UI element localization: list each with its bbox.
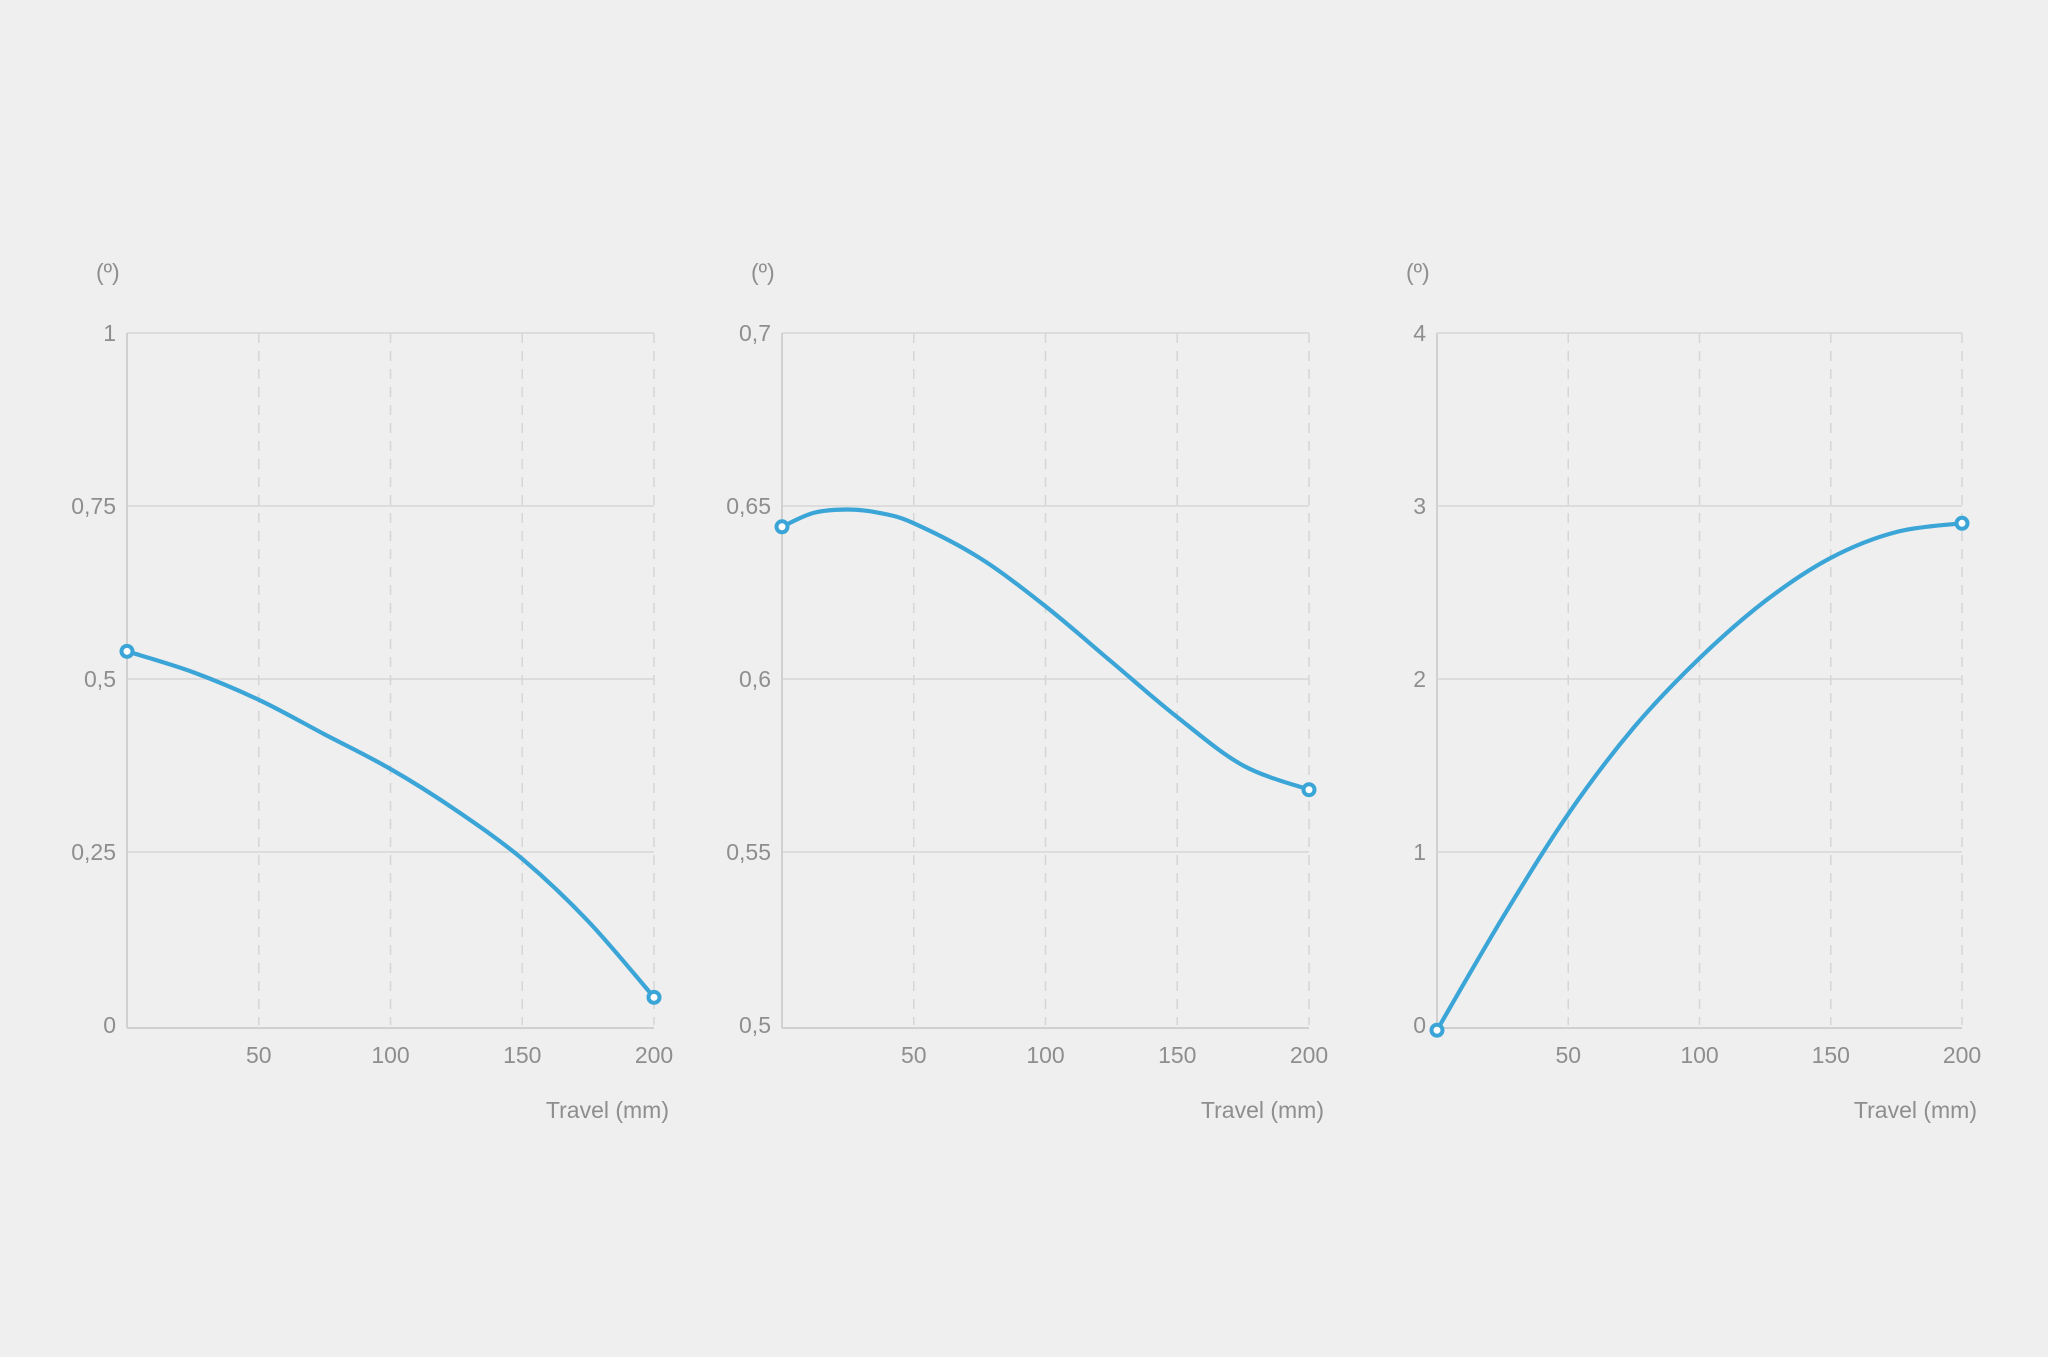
y-tick-label: 0,7 xyxy=(739,320,771,346)
endpoint-marker xyxy=(646,989,662,1005)
x-tick-label: 100 xyxy=(371,1042,409,1068)
endpoint-marker xyxy=(774,519,790,535)
y-tick-label: 1 xyxy=(1413,839,1426,865)
y-tick-label: 0,6 xyxy=(739,666,771,692)
endpoint-marker xyxy=(119,643,135,659)
y-axis-unit-label: (º) xyxy=(1406,259,1430,285)
x-tick-label: 200 xyxy=(635,1042,673,1068)
y-tick-label: 0,55 xyxy=(726,839,771,865)
y-tick-label: 2 xyxy=(1413,666,1426,692)
x-tick-label: 200 xyxy=(1943,1042,1981,1068)
x-tick-label: 50 xyxy=(901,1042,927,1068)
x-tick-label: 150 xyxy=(503,1042,541,1068)
x-axis-title: Travel (mm) xyxy=(546,1097,669,1123)
y-tick-label: 0,5 xyxy=(84,666,116,692)
y-tick-label: 4 xyxy=(1413,320,1426,346)
series-line xyxy=(1434,521,1965,1033)
y-tick-label: 0 xyxy=(1413,1012,1426,1038)
y-axis-unit-label: (º) xyxy=(96,259,120,285)
y-tick-label: 0,65 xyxy=(726,493,771,519)
x-tick-label: 100 xyxy=(1026,1042,1064,1068)
y-tick-label: 0,75 xyxy=(71,493,116,519)
x-tick-label: 100 xyxy=(1680,1042,1718,1068)
series-line xyxy=(779,507,1312,792)
y-tick-label: 0,5 xyxy=(739,1012,771,1038)
y-tick-label: 3 xyxy=(1413,493,1426,519)
x-tick-label: 150 xyxy=(1158,1042,1196,1068)
x-tick-label: 50 xyxy=(1555,1042,1581,1068)
x-axis-title: Travel (mm) xyxy=(1854,1097,1977,1123)
endpoint-marker xyxy=(1429,1022,1445,1038)
y-axis-unit-label: (º) xyxy=(751,259,775,285)
endpoint-marker xyxy=(1954,515,1970,531)
y-tick-label: 0,25 xyxy=(71,839,116,865)
series-line xyxy=(124,649,657,1000)
x-axis-title: Travel (mm) xyxy=(1201,1097,1324,1123)
endpoint-marker xyxy=(1301,782,1317,798)
x-tick-label: 150 xyxy=(1812,1042,1850,1068)
y-tick-label: 0 xyxy=(103,1012,116,1038)
x-tick-label: 200 xyxy=(1290,1042,1328,1068)
y-tick-label: 1 xyxy=(103,320,116,346)
x-tick-label: 50 xyxy=(246,1042,272,1068)
